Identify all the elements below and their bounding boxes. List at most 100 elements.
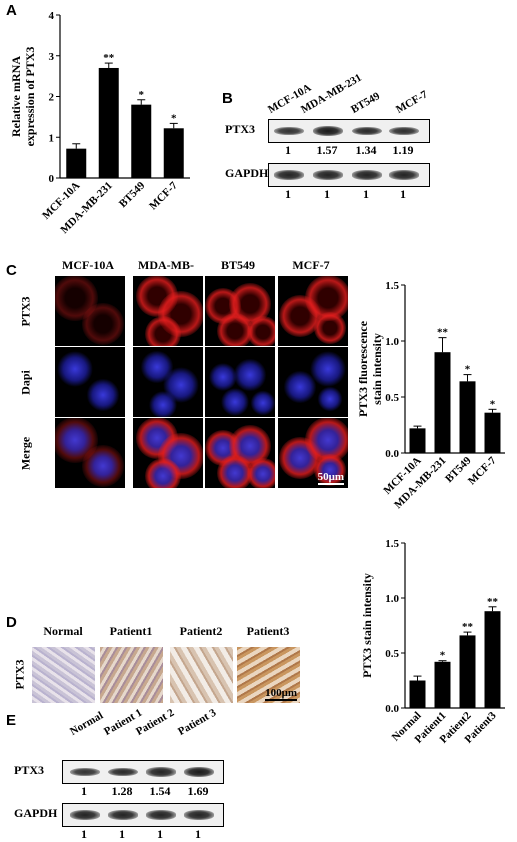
bar (66, 148, 87, 178)
significance-mark: * (490, 398, 496, 410)
blot-row-label: PTX3 (14, 763, 44, 777)
scale-bar: 50μm (317, 471, 344, 485)
blot-strip (62, 760, 224, 784)
lane-label: BT549 (349, 90, 383, 116)
y-tick-label: 0 (49, 173, 55, 185)
cell (247, 387, 275, 417)
cell (82, 303, 124, 345)
y-tick-label: 0.0 (385, 703, 399, 715)
band-quantification: 1 (363, 187, 369, 201)
band-quantification: 1 (285, 187, 291, 201)
row-label: PTX3 (18, 296, 33, 327)
significance-mark: ** (437, 327, 449, 339)
bar (459, 635, 476, 708)
blot-band (146, 810, 176, 820)
band-quantification: 1 (400, 187, 406, 201)
blot-band (313, 170, 343, 180)
row-label: Dapi (18, 370, 33, 395)
band-quantification: 1 (285, 143, 291, 157)
bar (131, 104, 152, 178)
y-axis-label: Relative mRNA (9, 56, 23, 137)
band-quantification: 1.69 (187, 784, 209, 798)
bar (484, 412, 501, 453)
bar (459, 381, 476, 453)
micrograph-tile (205, 418, 275, 488)
column-header: MCF-10A (62, 258, 114, 272)
y-axis-label-line2: expression of PTX3 (23, 47, 37, 147)
category-label: MCF-7 (466, 454, 499, 487)
bar (484, 611, 501, 708)
y-tick-label: 0.0 (385, 448, 399, 460)
cell (247, 458, 275, 488)
micrograph-tile (133, 276, 203, 346)
blot-band (184, 767, 214, 777)
cell (216, 454, 254, 488)
panel-d-letter: D (6, 614, 17, 631)
y-tick-label: 1 (49, 132, 55, 144)
blot-strip (62, 803, 224, 827)
significance-mark: ** (103, 52, 115, 64)
micrograph-tile (133, 347, 203, 417)
band-quantification: 1.57 (316, 143, 338, 157)
lane-label: MCF-7 (394, 88, 430, 116)
blot-band (184, 810, 214, 820)
cell (55, 276, 99, 322)
cell (216, 383, 254, 417)
cell (144, 315, 182, 346)
micrograph-tile (55, 418, 125, 488)
blot-row-label: PTX3 (225, 122, 255, 136)
blot-band (70, 767, 100, 777)
micrograph-tile: 50μm (278, 418, 348, 488)
column-header: MCF-7 (292, 258, 330, 272)
bar (409, 428, 426, 453)
panel-e-letter: E (6, 712, 17, 729)
band-quantification: 1.28 (111, 784, 133, 798)
band-quantification: 1 (81, 784, 87, 798)
panel-a-letter: A (6, 2, 17, 19)
cell (247, 316, 275, 346)
band-quantification: 1 (119, 827, 125, 841)
bar (98, 67, 119, 178)
y-tick-label: 1.5 (385, 280, 399, 292)
blot-band (389, 170, 419, 180)
y-tick-label: 0.5 (385, 392, 399, 404)
band-quantification: 1 (195, 827, 201, 841)
blot-row-label: GAPDH (14, 806, 58, 820)
column-header: Patient1 (109, 624, 153, 638)
band-quantification: 1 (324, 187, 330, 201)
significance-mark: ** (487, 596, 499, 608)
micrograph-tile (133, 418, 203, 488)
scale-bar: 100μm (265, 687, 297, 701)
ihc-micrograph-tile: 100μm (237, 647, 300, 703)
cell (144, 386, 182, 417)
cell (314, 454, 346, 486)
blot-band (108, 810, 138, 820)
significance-mark: ** (462, 621, 474, 633)
micrograph-tile (205, 347, 275, 417)
blot-band (274, 126, 304, 136)
lane-label: Patient 3 (176, 706, 219, 738)
panel-a-bar-chart: 0 1 2 3 4 Relative mRNA expression of PTX3 MCF-… (9, 10, 190, 236)
column-header: Normal (43, 624, 83, 638)
y-tick-label: 0.5 (385, 648, 399, 660)
cell (314, 312, 346, 344)
micrograph-tile (205, 276, 275, 346)
band-quantification: 1 (81, 827, 87, 841)
panel-c-letter: C (6, 262, 17, 279)
cell (314, 383, 346, 415)
ihc-micrograph-tile (170, 647, 233, 703)
micrograph-tile (278, 276, 348, 346)
blot-band (146, 767, 176, 777)
band-quantification: 1.54 (149, 784, 171, 798)
blot-band (352, 126, 382, 136)
ihc-micrograph-tile (100, 647, 163, 703)
blot-band (70, 810, 100, 820)
y-tick-label: 2 (49, 92, 55, 104)
y-tick-label: 3 (49, 51, 55, 63)
bar (434, 661, 451, 708)
blot-band (352, 170, 382, 180)
bar (434, 352, 451, 453)
micrograph-tile (278, 347, 348, 417)
blot-band (389, 126, 419, 136)
